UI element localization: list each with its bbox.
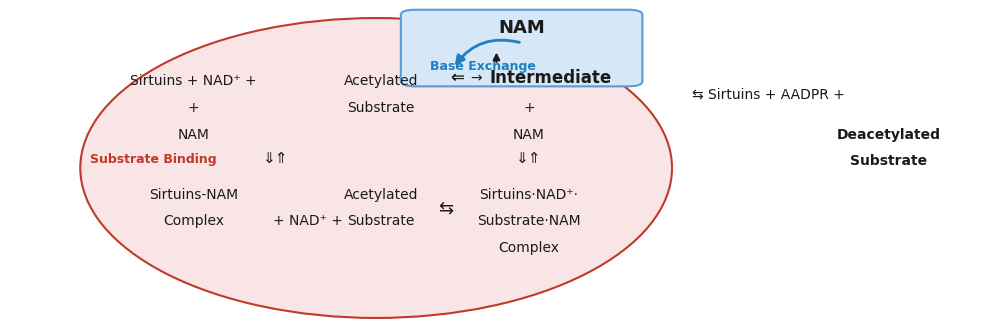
Text: Base Exchange: Base Exchange	[430, 60, 536, 73]
Text: Substrate Binding: Substrate Binding	[90, 153, 217, 166]
Text: Complex: Complex	[163, 214, 225, 228]
Text: Sirtuins + NAD⁺ +: Sirtuins + NAD⁺ +	[131, 74, 257, 88]
Text: Sirtuins-NAM: Sirtuins-NAM	[149, 188, 238, 202]
Text: ⇆ Sirtuins + AADPR +: ⇆ Sirtuins + AADPR +	[691, 88, 845, 102]
Ellipse shape	[80, 18, 672, 318]
Text: NAM: NAM	[178, 128, 210, 142]
FancyBboxPatch shape	[401, 10, 643, 86]
Text: Intermediate: Intermediate	[490, 69, 612, 87]
Text: Deacetylated: Deacetylated	[837, 128, 941, 142]
Text: ⇆: ⇆	[437, 199, 453, 217]
Text: NAM: NAM	[498, 19, 546, 37]
Text: ⇓⇑: ⇓⇑	[516, 152, 542, 167]
Text: Acetylated: Acetylated	[344, 188, 418, 202]
Text: NAM: NAM	[513, 128, 545, 142]
Text: ⇓⇑: ⇓⇑	[263, 152, 288, 167]
Text: +: +	[188, 101, 200, 115]
Text: + NAD⁺ +: + NAD⁺ +	[273, 214, 342, 228]
Text: +: +	[523, 101, 535, 115]
Text: Complex: Complex	[498, 241, 560, 255]
Text: Substrate·NAM: Substrate·NAM	[478, 214, 581, 228]
Text: Substrate: Substrate	[347, 101, 414, 115]
Text: Substrate: Substrate	[851, 154, 928, 168]
Text: Acetylated: Acetylated	[344, 74, 418, 88]
Text: Sirtuins·NAD⁺·: Sirtuins·NAD⁺·	[480, 188, 579, 202]
Text: ⇐: ⇐	[450, 69, 464, 87]
Text: Substrate: Substrate	[347, 214, 414, 228]
Text: →: →	[470, 71, 482, 85]
